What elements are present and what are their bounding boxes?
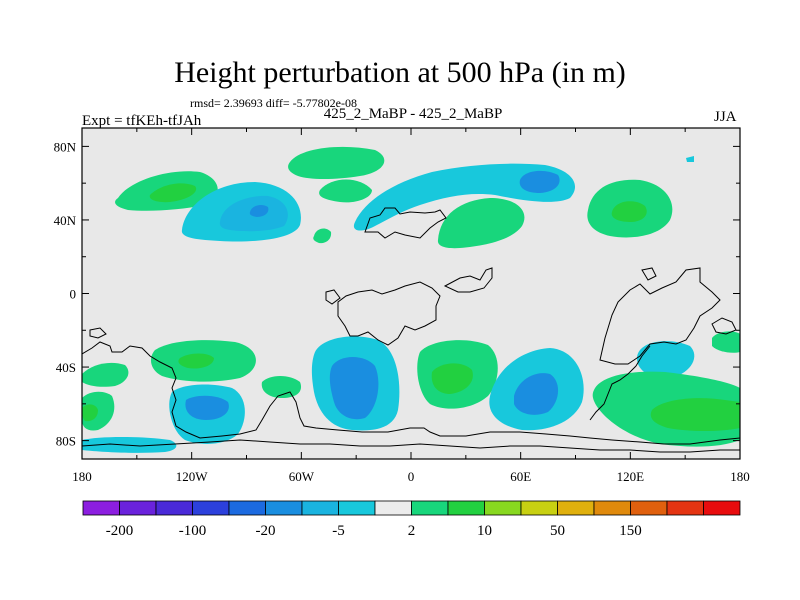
colorbar-box	[703, 500, 741, 516]
anomaly-positive-small	[712, 331, 740, 353]
anomaly-fields	[82, 146, 740, 453]
colorbar-box	[411, 500, 449, 516]
colorbar-box	[447, 500, 485, 516]
colorbar-box	[666, 500, 704, 516]
anomaly-positive-region	[261, 376, 302, 398]
colorbar-box	[593, 500, 631, 516]
coastline-australia	[589, 345, 651, 421]
colorbar-box	[301, 500, 339, 516]
anomaly-negative-core	[329, 357, 379, 420]
season-label: JJA	[714, 109, 737, 125]
colorbar-label: 2	[408, 523, 416, 539]
x-axis: 180 120W 60W 0 60E 120E 180	[72, 128, 750, 484]
colorbar-label: -5	[332, 523, 345, 539]
anomaly-negative-region	[636, 341, 695, 379]
x-tick-label: 180	[730, 469, 750, 484]
coastline-europe-small	[325, 289, 341, 305]
anomaly-positive-core	[82, 404, 98, 422]
anomaly-negative-small	[686, 156, 694, 162]
coastline-arabia-africa	[337, 281, 441, 346]
colorbar-box	[520, 500, 558, 516]
coastline-southeast-asia	[599, 267, 721, 365]
anomaly-positive-core	[650, 398, 740, 431]
coastline-india	[443, 267, 493, 293]
colorbar-label: 150	[619, 523, 642, 539]
chart-title: Height perturbation at 500 hPa (in m)	[174, 56, 626, 89]
colorbar-box	[630, 500, 668, 516]
anomaly-negative-core	[249, 204, 269, 217]
colorbar: -200 -100 -20 -5 2 10 50 150	[82, 500, 741, 539]
y-tick-label: 80S	[56, 434, 76, 449]
colorbar-label: 50	[550, 523, 565, 539]
colorbar-box	[374, 500, 412, 516]
case-label: 425_2_MaBP - 425_2_MaBP	[323, 106, 503, 122]
coastline-south-america	[82, 341, 740, 445]
anomaly-positive-region	[82, 391, 115, 431]
anomaly-positive-region	[319, 179, 372, 203]
anomaly-positive-core	[178, 353, 214, 369]
stats-text: rmsd= 2.39693 diff= -5.77802e-08	[190, 96, 357, 110]
colorbar-box	[119, 500, 157, 516]
anomaly-positive-core	[149, 183, 197, 203]
coastline-eurasia	[364, 207, 447, 239]
anomaly-positive-region	[82, 362, 129, 387]
anomaly-negative-core	[185, 395, 229, 420]
colorbar-label: 10	[477, 523, 492, 539]
coastline-japan	[641, 267, 657, 281]
x-tick-label: 60E	[510, 469, 531, 484]
experiment-label: Expt = tfKEh-tfJAh	[82, 113, 202, 129]
y-tick-label: 0	[70, 287, 77, 302]
colorbar-box	[192, 500, 230, 516]
colorbar-label: -200	[106, 523, 134, 539]
anomaly-positive-region	[288, 146, 385, 179]
x-tick-label: 60W	[289, 469, 315, 484]
colorbar-box	[82, 500, 120, 516]
colorbar-label: -100	[179, 523, 207, 539]
y-tick-label: 80N	[54, 139, 77, 154]
colorbar-box	[228, 500, 266, 516]
x-tick-label: 0	[408, 469, 415, 484]
y-tick-label: 40N	[54, 213, 77, 228]
anomaly-negative-core	[514, 373, 559, 415]
coastline-sw-islands	[89, 327, 107, 339]
coastline-antarctica	[82, 439, 740, 453]
colorbar-box	[338, 500, 376, 516]
colorbar-box	[557, 500, 595, 516]
colorbar-box	[155, 500, 193, 516]
anomaly-positive-region	[437, 198, 525, 249]
colorbar-box	[265, 500, 303, 516]
x-tick-label: 120E	[617, 469, 645, 484]
x-tick-label: 180	[72, 469, 92, 484]
anomaly-negative-region	[353, 163, 576, 231]
colorbar-box	[484, 500, 522, 516]
colorbar-label: -20	[256, 523, 276, 539]
anomaly-positive-core	[431, 363, 473, 394]
anomaly-positive-core	[611, 201, 647, 222]
y-axis: 80N 40N 0 40S 80S	[54, 139, 740, 449]
anomaly-positive-small	[313, 228, 332, 244]
x-tick-label: 120W	[176, 469, 209, 484]
coastlines	[82, 207, 740, 453]
anomaly-negative-core	[519, 170, 560, 193]
y-tick-label: 40S	[56, 360, 76, 375]
